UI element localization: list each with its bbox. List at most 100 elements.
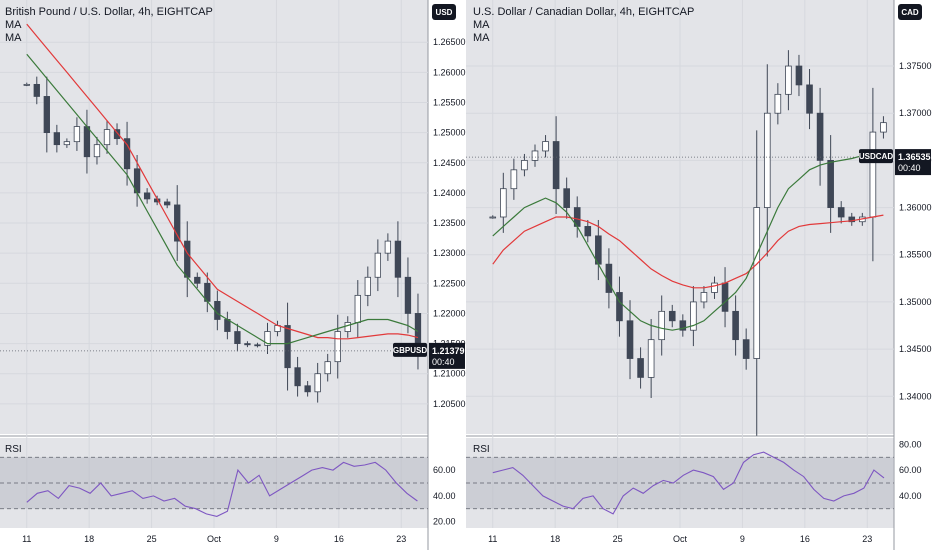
usdcad-candle-body (500, 188, 507, 218)
gbpusd-candle-body (194, 276, 201, 284)
gbpusd-candle-body (244, 343, 251, 346)
gbpusd-candle-body (143, 192, 151, 200)
gbpusd-ma-fast-label[interactable]: MA (5, 19, 22, 31)
gbpusd-candle-body (344, 322, 351, 332)
usdcad-candle-body (837, 207, 845, 218)
usdcad-candle-body (542, 141, 549, 152)
gbpusd-chart-panel[interactable]: 1.26500 1.26000 1.25500 1.25000 1.24500 1.240… (0, 0, 466, 550)
gbpusd-price-tick-label: 1.26500 (433, 37, 466, 47)
gbpusd-time-tick-label: 11 (22, 534, 31, 544)
usdcad-candle-body (489, 216, 497, 219)
gbpusd-candle-body (294, 367, 301, 387)
usdcad-rsi-tick-label: 80.00 (899, 439, 922, 449)
gbpusd-symbol-label-bg (393, 342, 427, 357)
usdcad-chart-title[interactable]: U.S. Dollar / Canadian Dollar, 4h, EIGHT… (473, 6, 695, 18)
gbpusd-time-tick-label: Oct (207, 534, 222, 544)
gbpusd-chart-svg[interactable]: 1.26500 1.26000 1.25500 1.25000 1.24500 1.240… (0, 0, 466, 550)
gbpusd-candle-body (324, 361, 331, 375)
gbpusd-candle-body (364, 276, 371, 296)
gbpusd-chart-title[interactable]: British Pound / U.S. Dollar, 4h, EIGHTCA… (5, 6, 213, 18)
usdcad-candle-body (690, 301, 697, 331)
gbpusd-rsi-tick-label: 20.00 (433, 517, 456, 527)
gbpusd-rsi-tick-label: 60.00 (433, 465, 456, 475)
gbpusd-candle-body (314, 373, 321, 393)
usdcad-rsi-tick-label: 40.00 (899, 491, 922, 501)
gbpusd-price-tick-label: 1.22500 (433, 278, 466, 288)
usdcad-candle-body (774, 93, 782, 114)
gbpusd-ma-slow-label[interactable]: MA (5, 32, 22, 44)
usdcad-currency-badge-bg (898, 4, 922, 20)
usdcad-candle-body (880, 122, 887, 133)
gbpusd-price-tick-label: 1.21000 (433, 369, 466, 379)
gbpusd-candle-body (264, 331, 271, 346)
gbpusd-candle-body (103, 129, 111, 146)
usdcad-candle-body (521, 159, 528, 171)
usdcad-time-tick-label: 18 (550, 534, 560, 544)
gbpusd-countdown: 00:40 (432, 357, 455, 367)
usdcad-candle-body (626, 320, 634, 359)
usdcad-time-tick-label: Oct (673, 534, 688, 544)
usdcad-candle-body (869, 131, 877, 218)
usdcad-price-tick-label: 1.35000 (899, 297, 932, 307)
gbpusd-candle-body (53, 132, 61, 146)
usdcad-legend: U.S. Dollar / Canadian Dollar, 4h, EIGHT… (473, 6, 694, 45)
usdcad-candle-body (795, 65, 803, 86)
usdcad-symbol-label: USDCAD (859, 152, 893, 161)
gbpusd-price-tick-label: 1.23000 (433, 248, 466, 258)
usdcad-time-tick-label: 25 (613, 534, 623, 544)
gbpusd-price-tick-label: 1.25000 (433, 128, 466, 138)
gbpusd-time-tick-label: 18 (84, 534, 94, 544)
gbpusd-candle-body (113, 129, 121, 140)
gbpusd-time-tick-label: 23 (396, 534, 406, 544)
usdcad-time-axis-bg (466, 528, 894, 550)
gbpusd-rsi-line (26, 461, 418, 517)
usdcad-candle-body (552, 141, 560, 190)
gbpusd-candle-body (404, 276, 412, 314)
gbpusd-price-axis-bg (428, 0, 466, 550)
usdcad-candle-body (827, 159, 834, 208)
usdcad-candle-body (658, 310, 666, 341)
gbpusd-symbol-label: GBPUSD (393, 346, 427, 355)
gbpusd-candle-body (83, 126, 91, 158)
gbpusd-price-tick-label: 1.24000 (433, 188, 466, 198)
usdcad-candle-body (806, 84, 813, 114)
usdcad-candle-body (732, 310, 739, 341)
usdcad-currency-badge: CAD (901, 8, 919, 17)
usdcad-candle-body (721, 282, 729, 312)
gbpusd-candle-body (73, 126, 81, 143)
usdcad-rsi-label[interactable]: RSI (473, 444, 490, 455)
usdcad-candle-body (584, 226, 592, 237)
gbpusd-candle-body (164, 201, 171, 206)
usdcad-candle-body (816, 112, 824, 161)
gbpusd-candle-body (394, 240, 402, 278)
gbpusd-candle-body (23, 83, 30, 86)
gbpusd-price-tick-label: 1.25500 (433, 97, 466, 107)
usdcad-candle-body (563, 188, 570, 208)
gbpusd-time-tick-label: 16 (334, 534, 344, 544)
usdcad-price-tick-label: 1.34500 (899, 344, 932, 354)
usdcad-candle-body (785, 65, 792, 95)
usdcad-countdown: 00:40 (898, 163, 921, 173)
usdcad-chart-svg[interactable]: 1.375001.370001.365001.360001.355001.350… (466, 0, 932, 550)
usdcad-ma-slow-label[interactable]: MA (473, 32, 490, 44)
usdcad-chart-panel[interactable]: 1.375001.370001.365001.360001.355001.350… (466, 0, 932, 550)
usdcad-candle-body (753, 207, 761, 359)
usdcad-candle-body (848, 216, 856, 223)
usdcad-ma-fast-label[interactable]: MA (473, 19, 490, 31)
usdcad-candle-body (668, 310, 676, 322)
gbpusd-candle-body (304, 385, 311, 393)
usdcad-candle-body (742, 339, 750, 359)
gbpusd-rsi-tick-label: 40.00 (433, 491, 456, 501)
gbpusd-last-price-value: 1.21379 (432, 346, 465, 356)
usdcad-symbol-label-bg (859, 149, 893, 164)
usdcad-candle-body (616, 292, 623, 322)
gbpusd-rsi-label[interactable]: RSI (5, 444, 22, 455)
gbpusd-price-tick-label: 1.24500 (433, 158, 466, 168)
gbpusd-candle-body (43, 96, 50, 134)
gbpusd-candle-body (354, 294, 361, 323)
usdcad-candle-body (637, 358, 644, 378)
usdcad-candle-body (711, 282, 718, 293)
usdcad-time-tick-label: 11 (488, 534, 497, 544)
gbpusd-candle-body (384, 240, 392, 254)
usdcad-time-tick-label: 16 (800, 534, 810, 544)
